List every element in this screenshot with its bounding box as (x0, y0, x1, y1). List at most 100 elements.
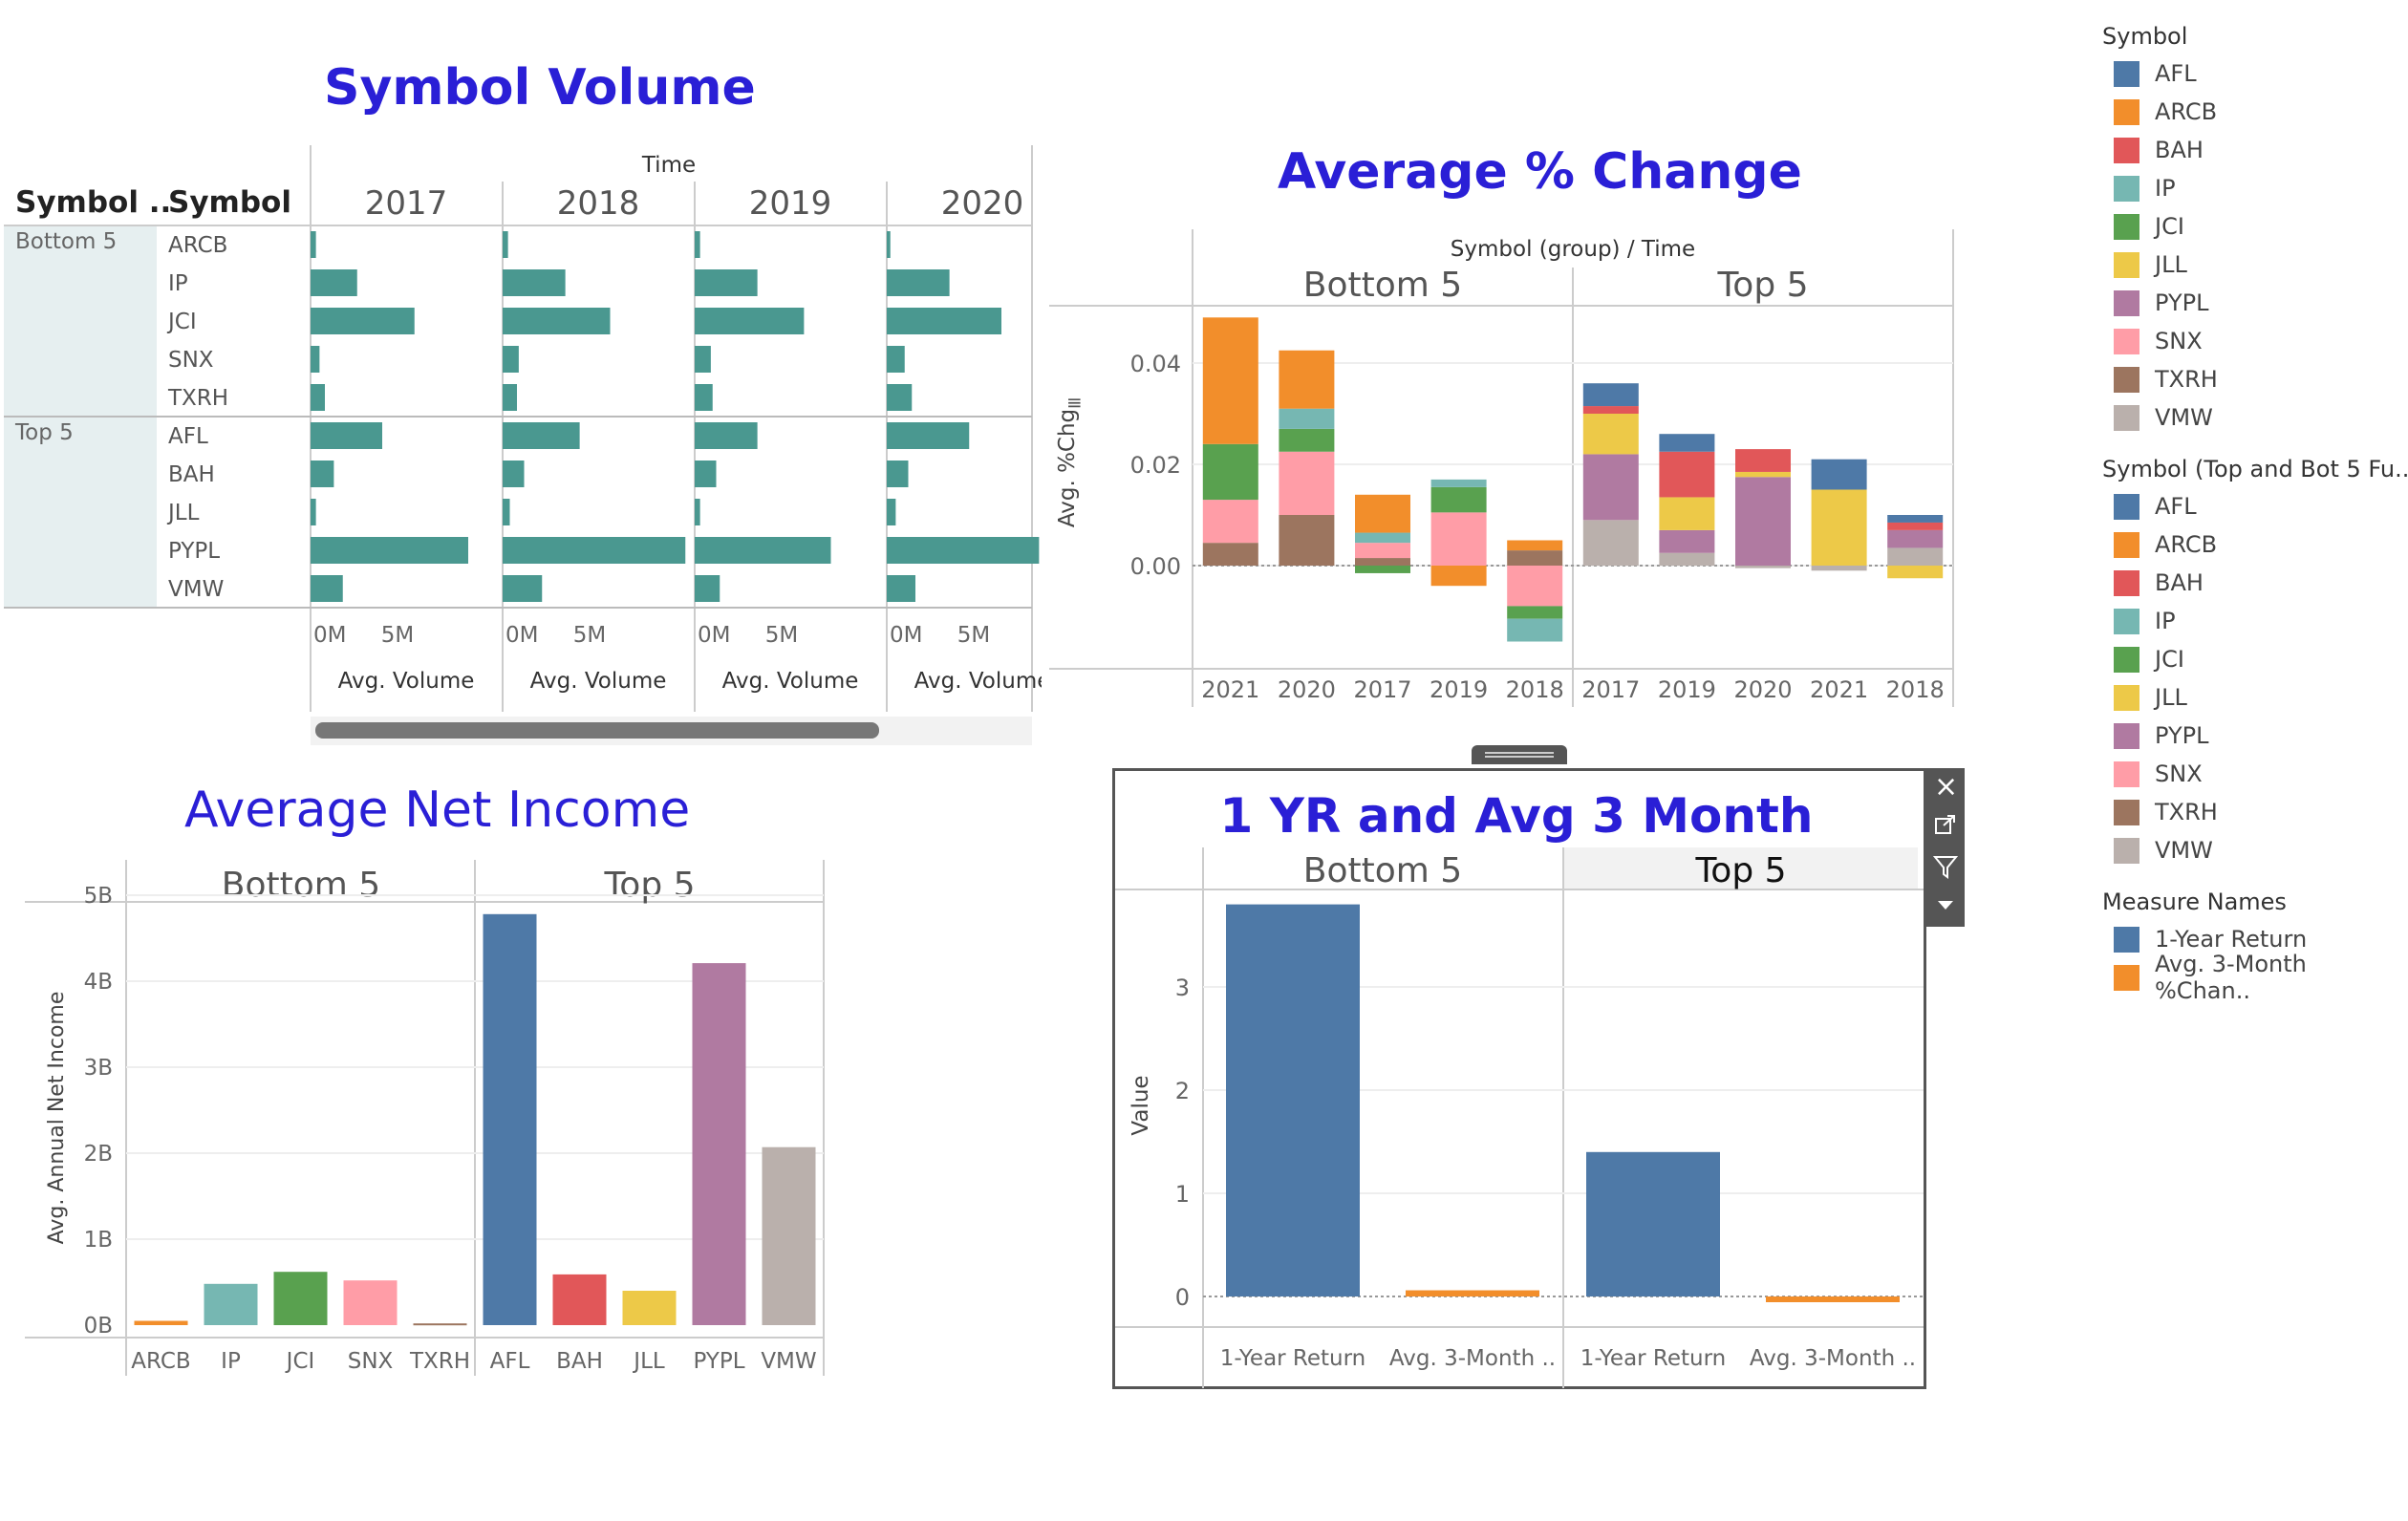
y-axis-label: Value (1129, 1075, 1153, 1135)
one-year-return-bar (1586, 1151, 1720, 1296)
income-bar-bah (552, 1274, 607, 1325)
legend-symbol-group-item[interactable]: ARCB (2114, 530, 2217, 559)
panel-header-bg (1563, 847, 1918, 889)
stack-segment-bah (1887, 522, 1944, 530)
legend-symbol-group-item[interactable]: IP (2114, 607, 2176, 635)
legend-symbol-item[interactable]: BAH (2114, 136, 2204, 164)
volume-bar (503, 499, 510, 525)
x-tick-label: BAH (556, 1349, 603, 1374)
scrollbar-thumb[interactable] (315, 722, 879, 739)
legend-symbol-item[interactable]: PYPL (2114, 289, 2208, 317)
y-tick-label: 5B (84, 884, 113, 909)
x-tick-label: 2018 (1886, 676, 1945, 703)
legend-swatch (2114, 646, 2139, 673)
legend-label: PYPL (2155, 722, 2209, 749)
x-tick-label: JLL (632, 1349, 665, 1374)
return-panel[interactable]: 1 YR and Avg 3 Month Bottom 5 Top 5 3 2 1 0 Va… (1112, 768, 1926, 1389)
dropdown-icon[interactable] (1936, 898, 1955, 911)
x-tick-label: 5M (381, 623, 414, 648)
x-axis-label: Avg. Volume (914, 669, 1042, 694)
stack-segment-snx (1507, 566, 1563, 607)
symbol-label: AFL (168, 424, 208, 449)
year-header: 2018 (557, 184, 640, 223)
volume-bar (503, 269, 566, 296)
x-tick-label: VMW (761, 1349, 816, 1374)
year-header: 2020 (941, 184, 1024, 223)
x-tick-label: PYPL (693, 1349, 744, 1374)
y-axis-label: Avg. %Chg (1055, 409, 1080, 527)
volume-bar (503, 461, 525, 487)
y-tick-label: 0 (1175, 1284, 1190, 1311)
legend-label: SNX (2155, 328, 2203, 354)
symbol-label: JLL (166, 501, 200, 525)
legend-symbol-item[interactable]: SNX (2114, 327, 2203, 355)
x-tick-label: 2021 (1810, 676, 1868, 703)
legend-symbol-group-item[interactable]: VMW (2114, 836, 2213, 865)
volume-bar (311, 269, 357, 296)
legend-symbol-group-item[interactable]: SNX (2114, 760, 2203, 788)
volume-bar (311, 537, 468, 564)
legend-symbol-item[interactable]: ARCB (2114, 97, 2217, 126)
popout-icon[interactable] (1934, 814, 1957, 837)
symbol-label: IP (168, 271, 188, 296)
stack-segment-txrh (1355, 558, 1410, 566)
legend-symbol-item[interactable]: IP (2114, 174, 2176, 203)
stack-segment-pypl (1582, 454, 1639, 521)
stack-segment-bah (1735, 449, 1791, 472)
three-month-change-bar (1766, 1296, 1900, 1302)
legend-swatch (2114, 799, 2139, 825)
year-header: 2019 (749, 184, 832, 223)
legend-label: PYPL (2155, 289, 2209, 316)
stack-segment-vmw (1811, 566, 1867, 571)
stack-segment-bah (1659, 451, 1715, 498)
year-header: 2017 (365, 184, 448, 223)
x-tick-label: 2021 (1201, 676, 1259, 703)
stack-segment-jll (1735, 471, 1791, 478)
legend-symbol-group-title: Symbol (Top and Bot 5 Fu.. (2102, 456, 2408, 482)
legend-symbol-group-item[interactable]: JLL (2114, 683, 2187, 712)
row-header: Symbol (168, 185, 291, 220)
y-tick-label: 1 (1175, 1181, 1190, 1208)
legend-swatch (2114, 366, 2139, 393)
legend-symbol-item[interactable]: JCI (2114, 212, 2184, 241)
legend-symbol-group-item[interactable]: TXRH (2114, 798, 2218, 826)
x-tick-label: TXRH (409, 1349, 470, 1374)
legend-label: 1-Year Return (2155, 926, 2308, 953)
stack-segment-ip (1507, 618, 1563, 642)
stack-segment-ip (1355, 532, 1410, 544)
legend-symbol-item[interactable]: VMW (2114, 403, 2213, 432)
symbol-label: PYPL (168, 539, 220, 564)
y-tick-label: 3 (1175, 975, 1190, 1001)
x-tick-label: JCI (285, 1349, 315, 1374)
legend-symbol-item[interactable]: JLL (2114, 250, 2187, 279)
legend-swatch (2114, 926, 2139, 953)
symbol-label: TXRH (167, 386, 228, 411)
legend-label: VMW (2155, 837, 2213, 864)
legend-symbol-group-item[interactable]: BAH (2114, 568, 2204, 597)
legend-label: IP (2155, 175, 2176, 202)
filter-icon[interactable] (1933, 854, 1958, 881)
resize-handle[interactable] (1472, 745, 1567, 764)
group-cell (4, 225, 157, 417)
volume-title: Symbol Volume (324, 59, 756, 117)
legend-symbol-item[interactable]: AFL (2114, 59, 2197, 88)
x-tick-label: 2017 (1353, 676, 1411, 703)
legend-measure-item[interactable]: 1-Year Return (2114, 925, 2307, 953)
close-icon[interactable]: × (1934, 770, 1959, 803)
three-month-change-bar (1406, 1290, 1539, 1296)
legend-measure-item[interactable]: Avg. 3-Month %Chan.. (2114, 951, 2408, 1004)
x-tick-label: ARCB (131, 1349, 190, 1374)
panel-header: Top 5 (1694, 851, 1786, 890)
legend-swatch (2114, 608, 2139, 634)
legend-label: TXRH (2155, 799, 2218, 825)
legend-symbol-group-item[interactable]: JCI (2114, 645, 2184, 674)
y-tick-label: 0.02 (1130, 452, 1181, 479)
symbol-label: JCI (166, 310, 197, 334)
legend-symbol-group-item[interactable]: AFL (2114, 492, 2197, 521)
stack-segment-afl (1582, 383, 1639, 407)
sort-icon: ≡ (1066, 391, 1083, 414)
symbol-label: ARCB (168, 233, 227, 258)
legend-symbol-item[interactable]: TXRH (2114, 365, 2218, 394)
legend-swatch (2114, 60, 2139, 87)
legend-symbol-group-item[interactable]: PYPL (2114, 721, 2208, 750)
